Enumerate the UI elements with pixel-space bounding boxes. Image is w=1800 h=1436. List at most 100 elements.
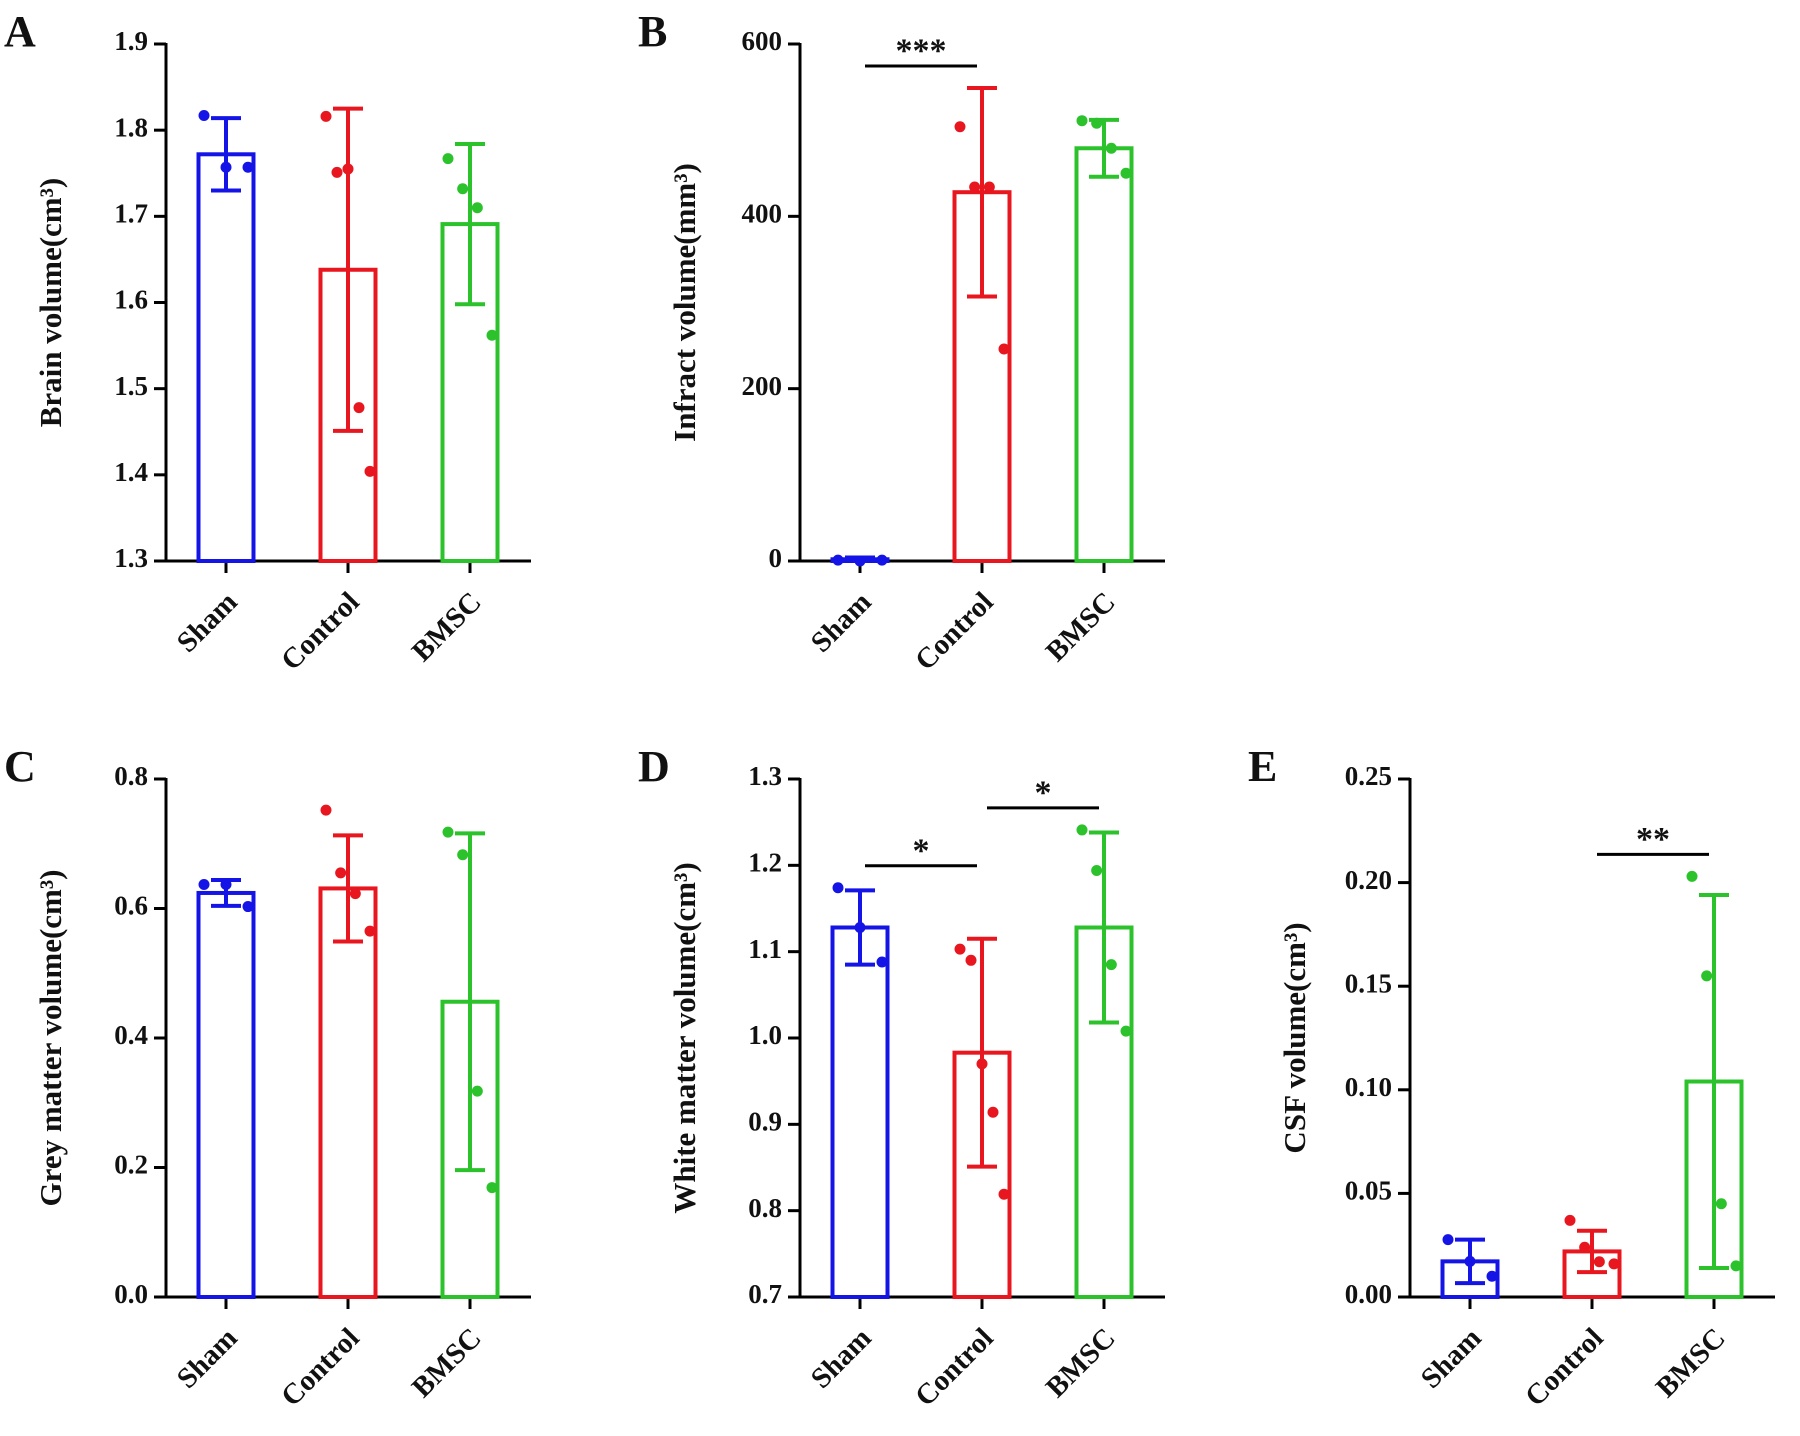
data-point — [220, 161, 232, 173]
y-tick-label: 0.10 — [1345, 1072, 1392, 1102]
data-point — [486, 1182, 498, 1194]
data-point — [987, 1106, 999, 1118]
panel-label: B — [638, 7, 667, 56]
y-tick-label: 1.3 — [114, 543, 148, 573]
data-point — [198, 879, 210, 891]
data-point — [1686, 870, 1698, 882]
x-tick-label: Sham — [805, 1322, 878, 1395]
data-point — [220, 879, 232, 891]
x-tick-label: Control — [275, 586, 366, 677]
data-point — [320, 804, 332, 816]
data-point — [1120, 1025, 1132, 1037]
data-point — [954, 121, 966, 133]
data-point — [1105, 142, 1117, 154]
y-tick-label: 1.0 — [748, 1020, 782, 1050]
y-tick-label: 0.4 — [114, 1020, 148, 1050]
data-point — [954, 943, 966, 955]
y-tick-label: 0.00 — [1345, 1279, 1392, 1309]
x-tick-label: BMSC — [1650, 1322, 1732, 1404]
data-point — [242, 161, 254, 173]
y-tick-label: 400 — [742, 199, 783, 229]
y-tick-label: 0.7 — [748, 1279, 782, 1309]
data-point — [242, 901, 254, 913]
error-bar — [1699, 893, 1729, 1270]
data-point — [1076, 115, 1088, 127]
data-point — [1608, 1258, 1620, 1270]
data-point — [1091, 865, 1103, 877]
data-point — [1701, 970, 1713, 982]
data-point — [998, 343, 1010, 355]
data-point — [335, 867, 347, 879]
bar — [196, 152, 256, 563]
panel-label: C — [4, 742, 36, 791]
data-point — [854, 921, 866, 933]
x-tick-label: BMSC — [406, 1322, 488, 1404]
panel: D White matter volume(cm³) 0.7 0.8 0.9 1.0 1.1… — [638, 742, 1165, 1413]
panel-label: E — [1248, 742, 1277, 791]
error-bar — [333, 833, 363, 944]
error-bar — [967, 85, 997, 299]
x-tick-label: Control — [1519, 1322, 1610, 1413]
data-point — [1593, 1256, 1605, 1268]
error-bar — [455, 141, 485, 307]
data-point — [471, 202, 483, 214]
data-point — [1564, 1214, 1576, 1226]
data-point — [353, 402, 365, 414]
x-tick-label: Sham — [171, 586, 244, 659]
y-axis-label: CSF volume(cm³) — [1277, 922, 1312, 1153]
y-tick-label: 0.20 — [1345, 865, 1392, 895]
data-point — [364, 465, 376, 477]
y-tick-label: 0.2 — [114, 1150, 148, 1180]
data-point — [1105, 959, 1117, 971]
data-point — [198, 110, 210, 122]
y-tick-label: 0.8 — [114, 761, 148, 791]
significance-label: ** — [1636, 821, 1670, 858]
data-point — [442, 153, 454, 165]
data-point — [965, 954, 977, 966]
data-point — [1464, 1255, 1476, 1267]
x-tick-label: Sham — [171, 1322, 244, 1395]
data-point — [1715, 1198, 1727, 1210]
data-point — [342, 163, 354, 175]
significance-label: *** — [896, 33, 947, 70]
bar — [1074, 146, 1134, 564]
y-tick-label: 0.25 — [1345, 761, 1392, 791]
y-tick-label: 200 — [742, 371, 783, 401]
data-point — [998, 1188, 1010, 1200]
bar — [318, 886, 378, 1299]
data-point — [442, 826, 454, 838]
y-tick-label: 0 — [769, 543, 783, 573]
y-tick-label: 1.2 — [748, 848, 782, 878]
y-axis-label: Infract volume(mm³) — [667, 163, 702, 442]
y-tick-label: 0.6 — [114, 891, 148, 921]
data-point — [832, 882, 844, 894]
data-point — [457, 849, 469, 861]
bar — [830, 925, 890, 1299]
error-bar — [333, 106, 363, 433]
x-tick-label: Sham — [1415, 1322, 1488, 1395]
x-tick-label: BMSC — [1040, 1322, 1122, 1404]
panel: E CSF volume(cm³) 0.00 0.05 0.10 0.15 0.20 0.25… — [1248, 742, 1775, 1413]
y-tick-label: 1.4 — [114, 457, 148, 487]
data-point — [969, 181, 981, 193]
x-tick-label: Sham — [805, 586, 878, 659]
panel-label: A — [4, 7, 36, 56]
x-tick-label: BMSC — [1040, 586, 1122, 668]
data-point — [876, 956, 888, 968]
error-bar — [1089, 830, 1119, 1025]
data-point — [832, 554, 844, 566]
data-point — [1730, 1260, 1742, 1272]
panel-label: D — [638, 742, 670, 791]
y-tick-label: 0.0 — [114, 1279, 148, 1309]
data-point — [349, 888, 361, 900]
y-axis-label: White matter volume(cm³) — [667, 862, 702, 1213]
error-bar — [1577, 1228, 1607, 1275]
data-point — [1076, 824, 1088, 836]
y-tick-label: 0.05 — [1345, 1176, 1392, 1206]
panel: A Brain volume(cm³) 1.3 1.4 1.5 1.6 1.7 1.8 1.9 S… — [4, 7, 531, 677]
y-tick-label: 1.8 — [114, 112, 148, 142]
data-point — [876, 554, 888, 566]
error-bar — [967, 936, 997, 1169]
significance-label: * — [913, 833, 930, 870]
